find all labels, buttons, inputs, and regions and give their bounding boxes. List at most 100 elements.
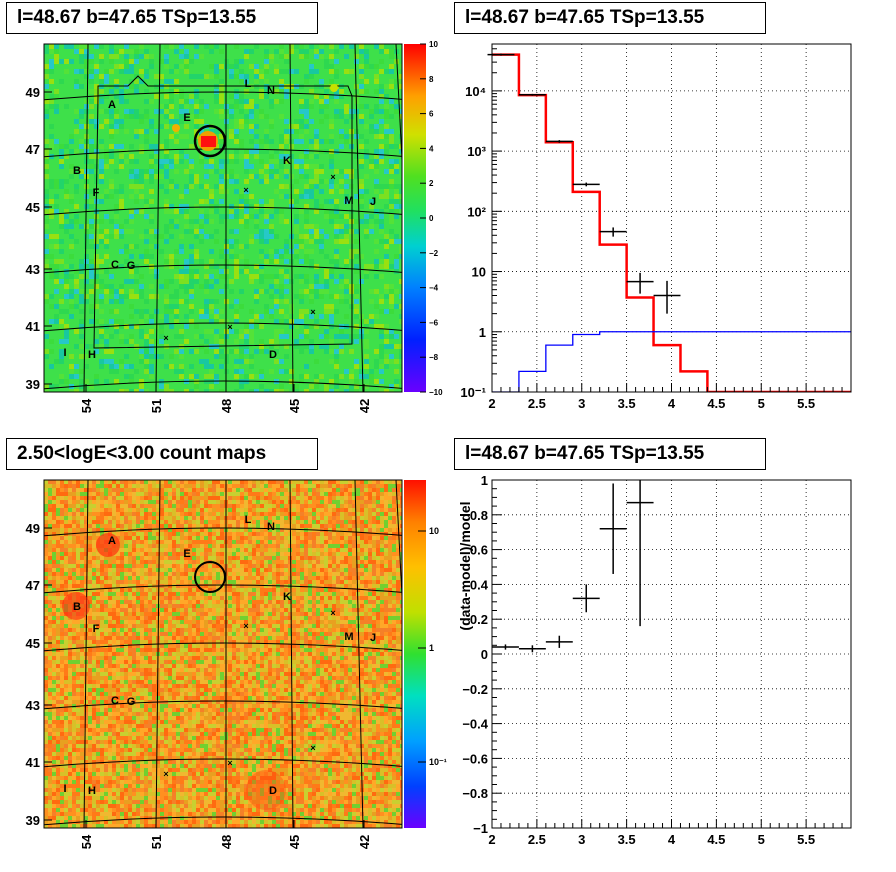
spectrum-y-tick-label: 10⁻¹	[460, 385, 486, 400]
cross-marker: ×	[330, 172, 335, 182]
y-tick-label: 39	[26, 813, 40, 828]
x-tick-label: 54	[79, 398, 94, 413]
residual-x-tick-label: 3.5	[618, 832, 636, 847]
residual-y-tick-label: 0.6	[470, 543, 488, 558]
count-colorbar-tick-label: 10	[429, 526, 439, 536]
x-tick-label: 42	[357, 835, 372, 849]
longitude-line	[155, 480, 161, 828]
x-tick-label: 48	[219, 399, 234, 413]
cross-marker: ×	[310, 743, 315, 753]
spectrum-x-tick-label: 2	[488, 396, 495, 411]
ts-map-grid	[44, 44, 402, 392]
ts-colorbar-tick-label: −8	[429, 353, 439, 362]
residual-y-tick-label: −0.8	[462, 786, 488, 801]
y-tick-label: 47	[26, 142, 40, 157]
residual-y-tick-label: −0.6	[462, 751, 488, 766]
residual-data-points	[492, 480, 654, 653]
cross-marker: ×	[227, 758, 232, 768]
hotspot-core	[201, 136, 216, 147]
x-tick-label: 45	[287, 835, 302, 849]
ts-map-source-labels: A B C D E F G H I J K L M N × × × × ×	[63, 78, 376, 361]
longitude-line	[395, 44, 402, 170]
source-label-n: N	[267, 85, 275, 97]
y-tick-label: 39	[26, 377, 40, 392]
bright-blob	[246, 770, 286, 810]
spectrum-y-tick-label: 10	[472, 265, 486, 280]
longitude-line	[289, 44, 294, 392]
source-label-k: K	[283, 591, 291, 603]
source-label-l: L	[245, 78, 252, 90]
residual-y-axis-label: (data-model)/model	[457, 501, 473, 630]
source-label-j: J	[370, 632, 376, 644]
ts-colorbar-tick-label: 8	[429, 75, 434, 84]
ts-colorbar-ticks: 10 8 6 4 2 0 −2 −4 −6 −8 −10	[420, 40, 443, 397]
source-label-e: E	[183, 112, 190, 124]
ts-colorbar-tick-label: 2	[429, 179, 434, 188]
spectrum-y-tick-label: 10⁴	[465, 84, 486, 99]
latitude-line	[44, 642, 402, 652]
residual-x-tick-label: 2	[488, 832, 495, 847]
spectrum-point	[545, 140, 573, 143]
residual-point	[545, 635, 573, 648]
longitude-line	[289, 480, 294, 828]
y-tick-label: 41	[26, 319, 40, 334]
cross-marker: ×	[243, 621, 248, 631]
ts-colorbar-tick-label: −10	[429, 388, 443, 397]
source-label-c: C	[111, 259, 119, 271]
count-map-axes: 49 47 45 43 41 39 54 51 48 45 42	[26, 521, 372, 849]
source-label-h: H	[88, 785, 96, 797]
latitude-line	[44, 758, 402, 768]
residual-point	[492, 644, 519, 650]
spectrum-point	[626, 272, 654, 294]
residual-y-tick-label: 0.8	[470, 508, 488, 523]
residual-x-tick-label: 4.5	[707, 832, 725, 847]
x-tick-label: 51	[149, 835, 164, 849]
source-label-j: J	[370, 196, 376, 208]
longitude-line	[83, 44, 89, 392]
cross-marker: ×	[310, 307, 315, 317]
source-label-a: A	[108, 99, 116, 111]
count-colorbar-ticks: 10 1 10⁻¹	[418, 526, 447, 767]
source-label-i: I	[63, 783, 66, 795]
residual-axes: 2 2.5 3 3.5 4 4.5 5 5.5 1 0.8 0.6 0.4 0.2 0 −0.2 −0.4 −0…	[462, 473, 843, 847]
residual-plot-area	[492, 480, 851, 828]
residual-y-tick-label: −1	[473, 821, 488, 836]
y-tick-label: 43	[26, 262, 40, 277]
y-tick-label: 41	[26, 755, 40, 770]
spectrum-point	[653, 280, 681, 314]
source-label-n: N	[267, 521, 275, 533]
source-label-l: L	[245, 514, 252, 526]
residual-y-tick-label: 1	[481, 473, 488, 488]
y-tick-label: 47	[26, 578, 40, 593]
x-tick-label: 42	[357, 399, 372, 413]
source-circle-count	[194, 561, 226, 593]
residual-x-tick-label: 3	[578, 832, 585, 847]
count-map-grid	[44, 480, 402, 828]
residual-panel: 2 2.5 3 3.5 4 4.5 5 5.5 1 0.8 0.6 0.4 0.2 0 −0.2 −0.4 −0…	[457, 473, 852, 847]
source-label-h: H	[88, 349, 96, 361]
spectrum-panel: 2 2.5 3 3.5 4 4.5 5 5.5 10⁻¹ 1 10 10² 10³ 10⁴	[460, 43, 852, 411]
source-label-g: G	[127, 696, 136, 708]
count-map-title: 2.50<logE<3.00 count maps	[6, 438, 318, 470]
residual-y-tick-label: −0.2	[462, 682, 488, 697]
longitude-line	[354, 44, 364, 392]
residual-x-tick-label: 5.5	[797, 832, 815, 847]
residual-x-tick-label: 5	[758, 832, 765, 847]
source-label-m: M	[344, 195, 353, 207]
cross-marker: ×	[163, 769, 168, 779]
latitude-line	[44, 322, 402, 332]
source-label-f: F	[93, 187, 100, 199]
source-label-b: B	[73, 601, 81, 613]
latitude-line	[44, 816, 402, 826]
residual-point	[599, 483, 627, 574]
source-label-d: D	[269, 349, 277, 361]
ts-map-hotspot	[172, 84, 338, 151]
longitude-line	[83, 480, 89, 828]
residual-point	[626, 480, 654, 627]
cross-marker: ×	[243, 185, 248, 195]
source-circle-ts	[193, 124, 227, 158]
source-label-d: D	[269, 785, 277, 797]
spectrum-x-tick-label: 5	[758, 396, 765, 411]
count-colorbar-tick-label: 1	[429, 643, 434, 653]
